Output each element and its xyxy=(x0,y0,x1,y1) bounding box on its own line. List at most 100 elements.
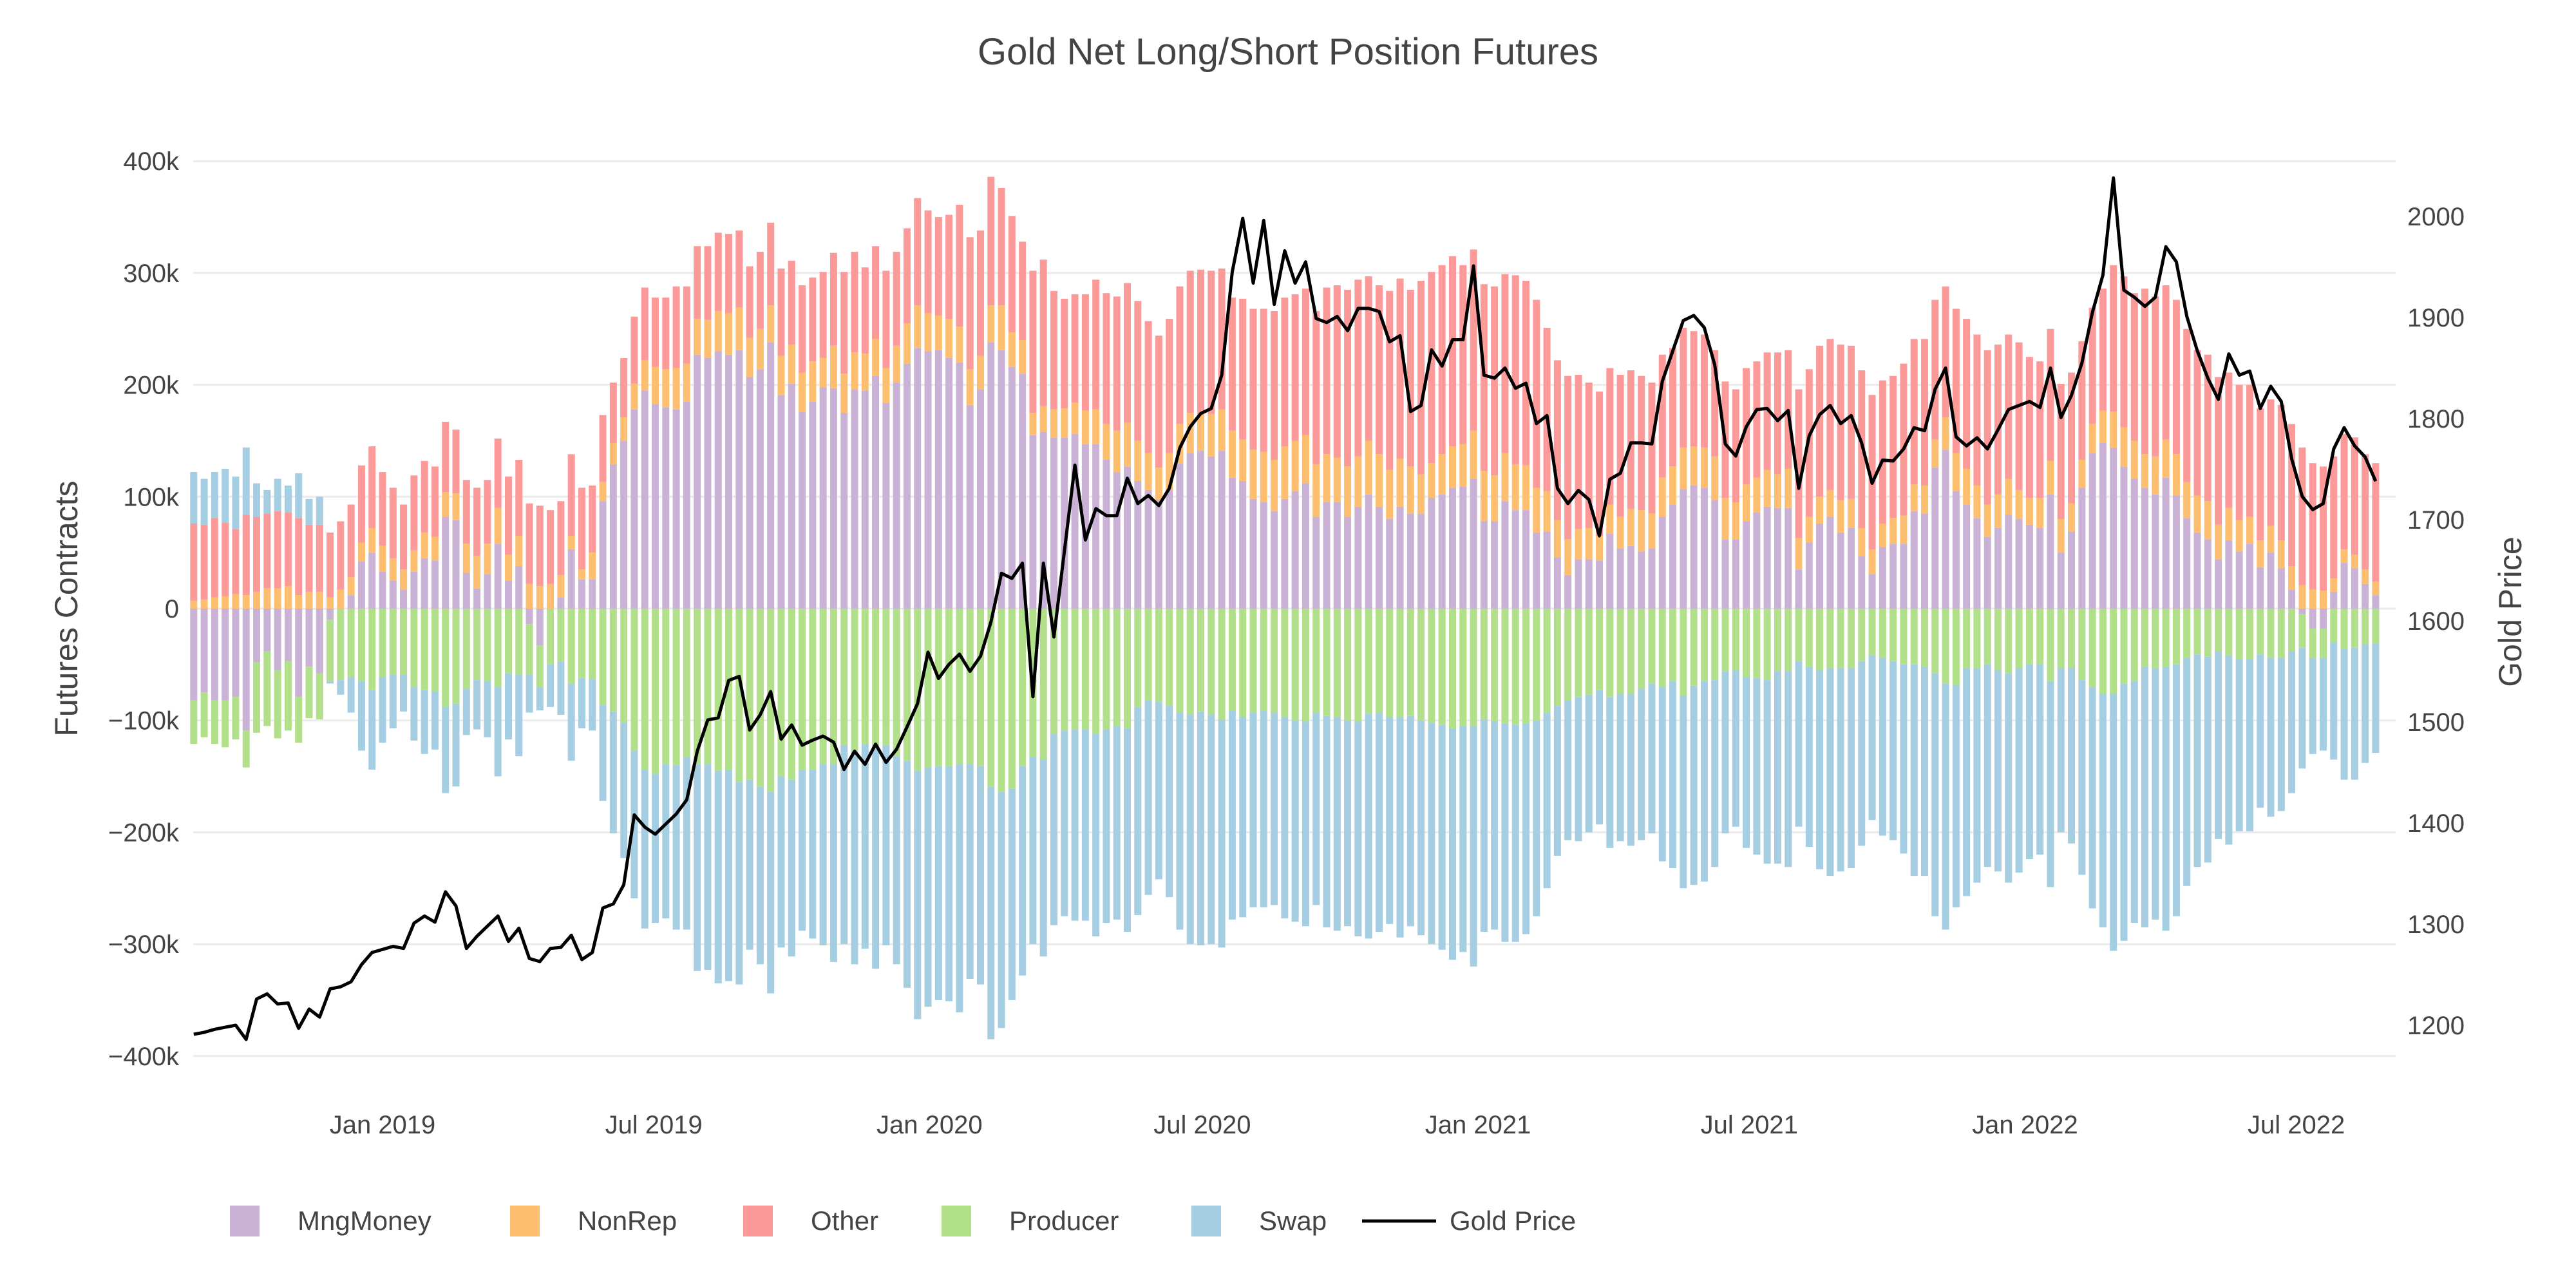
bar-mngmoney-167 xyxy=(1931,468,1939,609)
y2-tick-label: 1200 xyxy=(2407,1012,2465,1040)
bar-other-32 xyxy=(515,459,523,536)
bar-swap-141 xyxy=(1658,687,1666,862)
bar-mngmoney-118 xyxy=(1417,513,1425,609)
bar-mngmoney-79 xyxy=(1008,366,1016,609)
bar-mngmoney-182 xyxy=(2088,453,2096,609)
bar-other-136 xyxy=(1606,368,1614,505)
bar-producer-165 xyxy=(1910,609,1918,665)
bar-mngmoney-138 xyxy=(1627,545,1634,609)
bar-nonrep-165 xyxy=(1910,484,1918,511)
bar-producer-112 xyxy=(1354,609,1362,722)
bar-mngmoney-153 xyxy=(1785,507,1792,609)
bar-mngmoney-26 xyxy=(452,520,460,609)
bar-mngmoney-174 xyxy=(2005,515,2012,609)
bar-swap-5 xyxy=(232,477,240,529)
bar-producer-76 xyxy=(976,609,984,766)
bar-swap-79 xyxy=(1008,788,1016,1000)
bar-other-107 xyxy=(1302,289,1309,435)
bar-swap-199 xyxy=(2267,658,2275,817)
bar-producer-56 xyxy=(767,609,775,792)
bar-nonrep-74 xyxy=(956,327,963,363)
bar-other-79 xyxy=(1008,216,1016,332)
bar-mngmoney-163 xyxy=(1889,544,1897,609)
bar-swap-38 xyxy=(578,677,585,728)
bar-mngmoney-194 xyxy=(2215,559,2222,609)
bar-swap-91 xyxy=(1134,706,1142,915)
bar-swap-123 xyxy=(1470,726,1477,967)
bar-producer-185 xyxy=(2120,609,2128,684)
bar-swap-26 xyxy=(452,703,460,787)
bar-swap-147 xyxy=(1721,671,1729,834)
bar-swap-40 xyxy=(599,705,607,801)
bar-other-55 xyxy=(756,251,764,329)
bar-producer-6 xyxy=(242,730,250,768)
bar-producer-148 xyxy=(1732,609,1739,670)
bar-mngmoney-123 xyxy=(1470,478,1477,609)
bar-swap-133 xyxy=(1575,697,1582,842)
bar-other-5 xyxy=(232,529,240,594)
bar-swap-193 xyxy=(2204,656,2211,863)
bar-other-21 xyxy=(400,504,408,570)
bar-other-191 xyxy=(2183,328,2191,482)
bar-other-109 xyxy=(1323,287,1331,455)
bar-nonrep-30 xyxy=(494,507,502,544)
bar-swap-53 xyxy=(735,782,743,985)
bar-nonrep-125 xyxy=(1491,475,1499,522)
bar-mngmoney-40 xyxy=(599,501,607,609)
y-tick-label: 300k xyxy=(123,260,180,288)
bar-swap-180 xyxy=(2068,668,2076,844)
bar-nonrep-187 xyxy=(2141,454,2149,488)
bar-other-39 xyxy=(589,485,596,553)
bar-mngmoney-139 xyxy=(1638,551,1645,609)
chart-title: Gold Net Long/Short Position Futures xyxy=(978,31,1598,73)
bar-producer-118 xyxy=(1417,609,1425,721)
y2-axis-ticks: 2000 1900 1800 1700 1600 1500 1400 1300 1200 xyxy=(2407,203,2465,1040)
bar-producer-29 xyxy=(484,609,491,681)
bar-producer-16 xyxy=(347,609,355,677)
bar-mngmoney-11 xyxy=(295,609,303,697)
bar-mngmoney-193 xyxy=(2204,539,2211,609)
bar-swap-163 xyxy=(1889,661,1897,840)
bar-other-84 xyxy=(1061,298,1068,409)
bar-swap-126 xyxy=(1501,723,1509,942)
bar-swap-121 xyxy=(1448,728,1456,960)
legend-label-nonrep: NonRep xyxy=(578,1206,677,1236)
bar-producer-55 xyxy=(756,609,764,787)
bar-swap-74 xyxy=(956,764,963,1013)
bar-producer-133 xyxy=(1575,609,1582,697)
bar-producer-205 xyxy=(2330,609,2338,643)
bar-nonrep-87 xyxy=(1092,409,1100,444)
bar-other-3 xyxy=(211,518,218,598)
bar-mngmoney-181 xyxy=(2078,488,2086,609)
bar-producer-25 xyxy=(442,609,450,707)
bar-swap-135 xyxy=(1596,690,1604,825)
bar-other-17 xyxy=(357,465,365,543)
bar-producer-208 xyxy=(2362,609,2369,645)
bar-nonrep-96 xyxy=(1186,413,1194,453)
bar-mngmoney-165 xyxy=(1910,511,1918,609)
bar-nonrep-170 xyxy=(1963,468,1971,505)
bar-swap-112 xyxy=(1354,721,1362,936)
bar-other-52 xyxy=(725,234,733,314)
bar-producer-200 xyxy=(2277,609,2285,658)
bar-producer-67 xyxy=(882,609,890,745)
bar-other-104 xyxy=(1271,310,1278,460)
bar-nonrep-161 xyxy=(1868,549,1876,574)
bar-mngmoney-146 xyxy=(1711,500,1719,609)
bar-producer-52 xyxy=(725,609,733,770)
bar-nonrep-71 xyxy=(924,313,932,352)
bar-swap-24 xyxy=(431,691,439,750)
bar-swap-195 xyxy=(2225,655,2233,845)
bar-mngmoney-112 xyxy=(1354,506,1362,609)
bar-mngmoney-117 xyxy=(1406,513,1414,609)
bar-other-163 xyxy=(1889,375,1897,518)
bar-nonrep-75 xyxy=(966,369,974,405)
bar-producer-14 xyxy=(327,620,334,681)
bar-mngmoney-207 xyxy=(2351,568,2358,609)
bar-swap-82 xyxy=(1039,759,1047,957)
bar-other-101 xyxy=(1239,298,1247,440)
bar-other-54 xyxy=(746,266,753,338)
bar-swap-189 xyxy=(2162,667,2170,931)
bar-swap-198 xyxy=(2257,654,2264,808)
bar-other-97 xyxy=(1197,269,1205,414)
